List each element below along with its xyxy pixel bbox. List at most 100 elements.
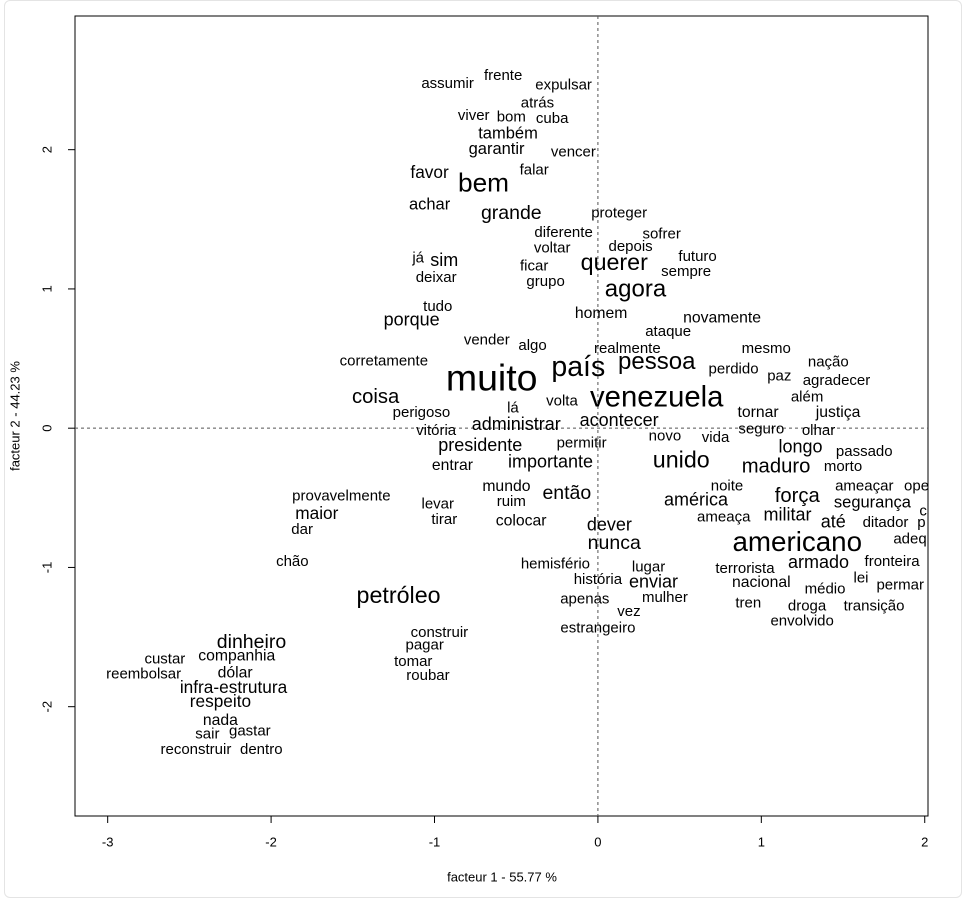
word: deixar bbox=[416, 269, 457, 286]
word: atrás bbox=[521, 95, 554, 112]
word: garantir bbox=[469, 140, 525, 158]
word: corretamente bbox=[340, 352, 428, 369]
word: história bbox=[574, 571, 623, 588]
x-tick-label: -3 bbox=[102, 834, 114, 849]
word: morto bbox=[824, 458, 862, 475]
word: viver bbox=[458, 107, 490, 124]
word: ditador bbox=[863, 514, 909, 531]
word: expulsar bbox=[535, 77, 592, 94]
word: querer bbox=[581, 249, 648, 275]
word: construir bbox=[411, 624, 469, 641]
word: c bbox=[919, 503, 927, 520]
y-tick-label: 2 bbox=[39, 146, 54, 153]
word: dentro bbox=[240, 741, 283, 758]
word: chão bbox=[276, 553, 309, 570]
word: vida bbox=[702, 429, 730, 446]
word: transição bbox=[844, 597, 905, 614]
word: americano bbox=[732, 526, 862, 557]
word: roubar bbox=[406, 667, 449, 684]
word: droga bbox=[788, 597, 827, 614]
x-axis-label: facteur 1 - 55.77 % bbox=[447, 869, 557, 884]
word: cuba bbox=[536, 110, 569, 127]
word: achar bbox=[409, 196, 451, 214]
word: dever bbox=[587, 514, 632, 534]
word: mesmo bbox=[742, 340, 791, 357]
word: país bbox=[551, 351, 605, 383]
word: vez bbox=[617, 603, 640, 620]
word: tomar bbox=[394, 653, 432, 670]
word: respeito bbox=[190, 691, 251, 711]
word: dólar bbox=[218, 664, 253, 681]
word: companhia bbox=[198, 648, 275, 665]
word: ameaçar bbox=[835, 478, 893, 495]
word: vitória bbox=[416, 422, 457, 439]
word: coisa bbox=[352, 386, 400, 408]
word: maior bbox=[295, 503, 338, 523]
word: justiça bbox=[815, 404, 861, 421]
word: sim bbox=[430, 250, 458, 270]
word: mulher bbox=[642, 589, 688, 606]
word: adeq bbox=[893, 531, 926, 548]
y-tick-label: 0 bbox=[39, 425, 54, 432]
word: também bbox=[478, 125, 538, 143]
word: então bbox=[542, 482, 591, 504]
word: longo bbox=[779, 436, 823, 456]
word: custar bbox=[144, 650, 185, 667]
word: vencer bbox=[551, 143, 596, 160]
word: pessoa bbox=[618, 348, 696, 375]
word: noite bbox=[711, 478, 744, 495]
word: falar bbox=[520, 162, 549, 179]
word: sofrer bbox=[642, 226, 680, 243]
word: bem bbox=[458, 167, 509, 197]
word: permitir bbox=[557, 434, 607, 451]
word: passado bbox=[836, 443, 893, 460]
word: paz bbox=[767, 368, 791, 385]
word: armado bbox=[788, 552, 849, 572]
x-tick-label: 0 bbox=[594, 834, 601, 849]
word: infra-estrutura bbox=[180, 677, 288, 697]
word: nação bbox=[808, 354, 849, 371]
word: algo bbox=[518, 337, 546, 354]
word: diferente bbox=[534, 224, 592, 241]
word: gastar bbox=[229, 723, 271, 740]
word: colocar bbox=[496, 513, 547, 530]
word: p bbox=[917, 514, 925, 531]
word: além bbox=[791, 389, 824, 406]
word: favor bbox=[410, 162, 449, 182]
word: dinheiro bbox=[217, 631, 287, 653]
y-tick-label: 1 bbox=[39, 285, 54, 292]
word: nunca bbox=[588, 532, 641, 554]
word: provavelmente bbox=[292, 487, 390, 504]
word: apenas bbox=[560, 590, 609, 607]
word: médio bbox=[805, 581, 846, 598]
word: estrangeiro bbox=[560, 620, 635, 637]
word: sair bbox=[195, 726, 219, 743]
word: perigoso bbox=[393, 404, 451, 421]
word: petróleo bbox=[357, 582, 441, 608]
word: tudo bbox=[423, 298, 452, 315]
y-axis-label: facteur 2 - 44.23 % bbox=[7, 361, 22, 471]
word: fronteira bbox=[865, 553, 921, 570]
word: venezuela bbox=[590, 382, 724, 414]
word: ruim bbox=[497, 493, 526, 510]
y-tick-label: -2 bbox=[39, 701, 54, 713]
x-tick-label: 2 bbox=[921, 834, 928, 849]
word: terrorista bbox=[715, 560, 775, 577]
word: muito bbox=[446, 357, 538, 399]
word: ataque bbox=[645, 323, 691, 340]
word: enviar bbox=[629, 572, 678, 592]
x-tick-label: 1 bbox=[758, 834, 765, 849]
word: novo bbox=[649, 428, 682, 445]
word: hemisfério bbox=[521, 556, 590, 573]
word: agradecer bbox=[803, 372, 871, 389]
word: presidente bbox=[438, 435, 522, 455]
word: volta bbox=[546, 393, 578, 410]
word: ope bbox=[904, 478, 929, 495]
word: assumir bbox=[421, 75, 474, 92]
word: perdido bbox=[709, 361, 759, 378]
word: grande bbox=[481, 202, 542, 224]
word: lá bbox=[507, 400, 519, 417]
word: seguro bbox=[738, 421, 784, 438]
